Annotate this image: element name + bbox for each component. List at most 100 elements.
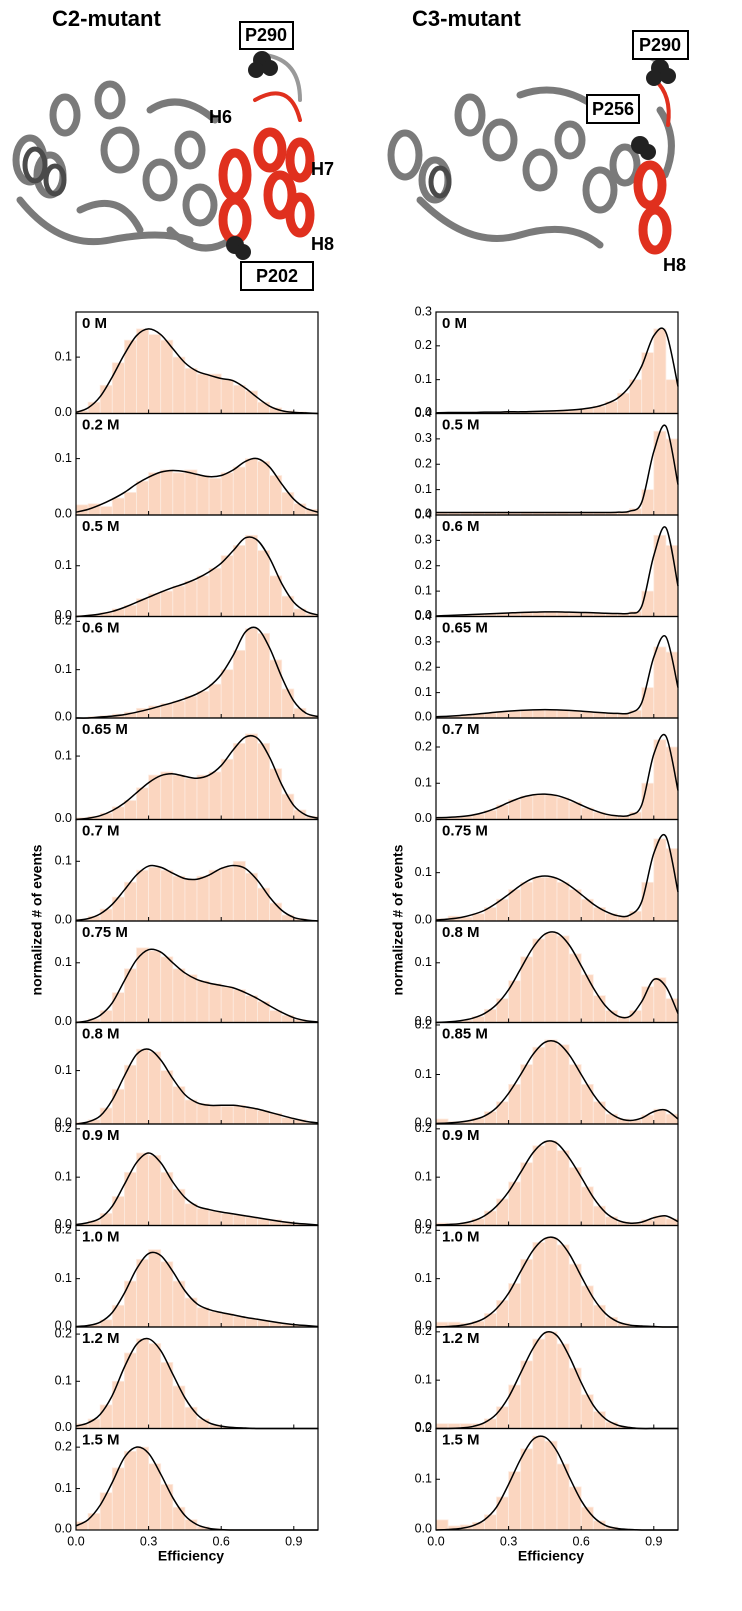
histogram-bar [185,581,197,617]
panel-label: 1.2 M [442,1330,480,1347]
histogram-bar [100,507,112,515]
histogram-bar [88,1419,100,1428]
histogram-bar [221,473,233,515]
y-tick-label: 0.1 [55,451,72,465]
histogram-bar [484,1211,496,1226]
x-tick-label: 0.0 [67,1534,84,1548]
panel-label: 0.75 M [442,822,488,839]
y-tick-label: 0.1 [415,776,432,790]
histogram-bar [245,391,257,414]
histogram-bar [112,1089,124,1124]
histogram-bar [233,743,245,819]
histogram-bar [112,363,124,414]
panel-label: 1.0 M [82,1228,120,1245]
histogram-bar [642,490,654,515]
y-tick-label: 0.1 [415,1271,432,1285]
y-tick-label: 0.2 [415,338,432,352]
histogram-bar [221,987,233,1023]
histogram-bar [221,670,233,718]
histogram-bar [197,876,209,921]
histogram-bar [569,954,581,1023]
panel-label: 0.7 M [442,721,480,738]
histogram-bar [270,903,282,921]
histogram-bar [282,794,294,819]
histogram-bar [545,933,557,1023]
histogram-bar [581,1395,593,1429]
panel: 0.00.10.2 M [55,414,318,521]
histogram-bar [173,969,185,1023]
histogram-bar [666,1114,678,1124]
y-tick-label: 0.0 [415,811,432,825]
panel-label: 1.5 M [82,1431,120,1448]
histogram-bar [209,478,221,515]
histogram-bar [569,711,581,718]
histogram-bar [557,1245,569,1327]
histogram-bar [209,870,221,921]
histogram-bar [100,1405,112,1429]
y-tick-label: 0.1 [415,955,432,969]
histogram-bar [233,1316,245,1327]
histogram-bar [521,1449,533,1530]
histogram-bar [294,708,306,718]
histogram-bar [209,1312,221,1327]
y-tick-label: 0.1 [55,1271,72,1285]
histogram-bar [209,684,221,718]
y-axis-label: normalized # of events [29,844,45,995]
histogram-bar [509,1385,521,1429]
y-tick-label: 0.2 [415,457,432,471]
histogram-bar [593,996,605,1023]
histogram-bar [245,1108,257,1124]
y-tick-label: 0.1 [415,1472,432,1486]
histogram-bar [112,1197,124,1226]
panel-label: 0.5 M [82,518,120,535]
histogram-bar [100,1011,112,1023]
histogram-bar [209,1105,221,1124]
panel: 0.00.10.20.30.40.6 M [415,507,678,622]
y-tick-label: 0.2 [415,1121,432,1135]
panel-label: 0.6 M [442,518,480,535]
histogram-bar [137,1049,149,1124]
histogram-bar [233,545,245,616]
histogram-bar [137,870,149,921]
y-tick-label: 0.2 [55,1121,72,1135]
histogram-bar [149,1052,161,1124]
column-title: C3-mutant [412,6,521,31]
histogram-bar [149,951,161,1023]
histogram-bar [245,873,257,921]
y-tick-label: 0.1 [55,1481,72,1495]
y-tick-label: 0.2 [415,1324,432,1338]
histogram-bar [197,981,209,1023]
y-tick-label: 0.1 [415,865,432,879]
histogram-bar [509,890,521,921]
histogram-bar [173,357,185,413]
x-axis-label: Efficiency [518,1548,584,1564]
y-tick-label: 0.2 [55,1326,72,1340]
histogram-bar [209,772,221,820]
histogram-bar [630,1011,642,1023]
histogram-bar [484,1419,496,1429]
histogram-bar [173,586,185,616]
histogram-bar [112,897,124,921]
histogram-bar [484,1009,496,1022]
histogram-bar [654,647,666,718]
y-tick-label: 0.0 [55,1521,72,1535]
histogram-bar [100,1108,112,1124]
histogram-bar [137,948,149,1023]
histogram-bar [569,1487,581,1530]
histogram-bar [270,660,282,718]
y-tick-label: 0.1 [415,372,432,386]
y-tick-label: 0.2 [415,558,432,572]
y-tick-label: 0.0 [55,709,72,723]
histogram-bar [161,1262,173,1327]
structure-c2 [16,51,310,260]
histogram-bar [221,759,233,819]
histogram-bar [666,1219,678,1226]
histogram-bar [533,710,545,718]
histogram-bar [197,1104,209,1124]
histogram-bar [112,498,124,515]
panel: 0.00.10 M [55,312,318,419]
histogram-bar [545,1238,557,1327]
